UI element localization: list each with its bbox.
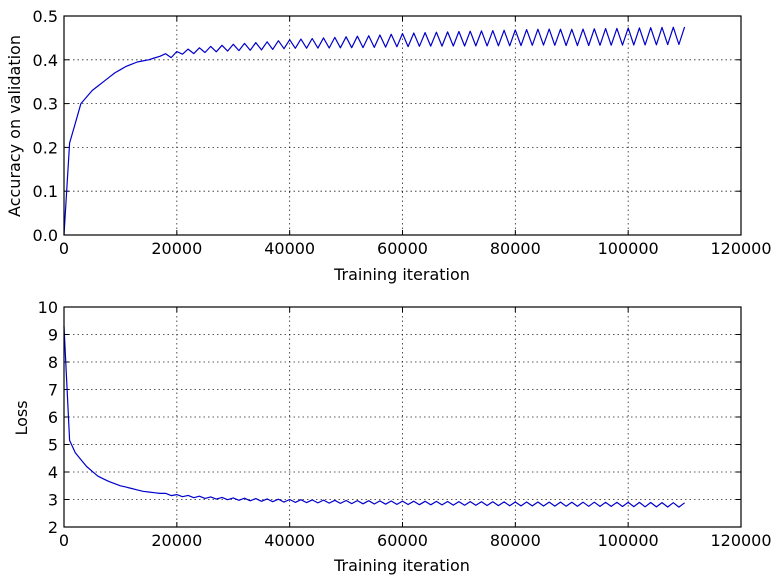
loss-plot: Training iteration Loss 0 20000 40000 60000…	[12, 298, 772, 575]
y-tick-label: 3	[48, 491, 58, 510]
x-tick-label: 40000	[264, 239, 315, 258]
y-tick-label: 10	[38, 298, 58, 317]
y-tick-label: 8	[48, 353, 58, 372]
x-tick-label: 20000	[151, 239, 202, 258]
y-tick-label: 4	[48, 463, 58, 482]
x-tick-label: 100000	[598, 239, 659, 258]
x-tick-label: 80000	[490, 239, 541, 258]
plot-frame	[63, 306, 742, 528]
x-tick-label: 60000	[377, 531, 428, 550]
accuracy-x-axis-label: Training iteration	[333, 265, 470, 284]
x-tick-label: 120000	[710, 531, 771, 550]
x-tick-label: 80000	[490, 531, 541, 550]
y-tick-label: 7	[48, 381, 58, 400]
y-tick-label: 0.3	[33, 95, 58, 114]
y-tick-label: 0.0	[33, 226, 58, 245]
y-tick-label: 9	[48, 326, 58, 345]
loss-y-axis-label: Loss	[12, 400, 31, 435]
y-tick-label: 0.1	[33, 182, 58, 201]
loss-x-axis-label: Training iteration	[333, 556, 470, 575]
series-line	[63, 26, 686, 236]
y-tick-label: 0.4	[33, 51, 58, 70]
y-tick-label: 6	[48, 408, 58, 427]
x-tick-label: 20000	[151, 531, 202, 550]
accuracy-y-axis-label: Accuracy on validation	[5, 35, 24, 217]
plot-frame	[63, 15, 742, 236]
y-tick-label: 2	[48, 518, 58, 537]
x-tick-label: 100000	[598, 531, 659, 550]
y-tick-label: 5	[48, 436, 58, 455]
y-tick-label: 0.5	[33, 7, 58, 26]
x-tick-label: 0	[59, 239, 69, 258]
x-tick-label: 60000	[377, 239, 428, 258]
x-tick-label: 40000	[264, 531, 315, 550]
accuracy-plot: Training iteration Accuracy on validatio…	[5, 7, 772, 284]
x-tick-label: 120000	[710, 239, 771, 258]
y-tick-label: 0.2	[33, 138, 58, 157]
x-tick-label: 0	[59, 531, 69, 550]
series-line	[63, 326, 685, 508]
